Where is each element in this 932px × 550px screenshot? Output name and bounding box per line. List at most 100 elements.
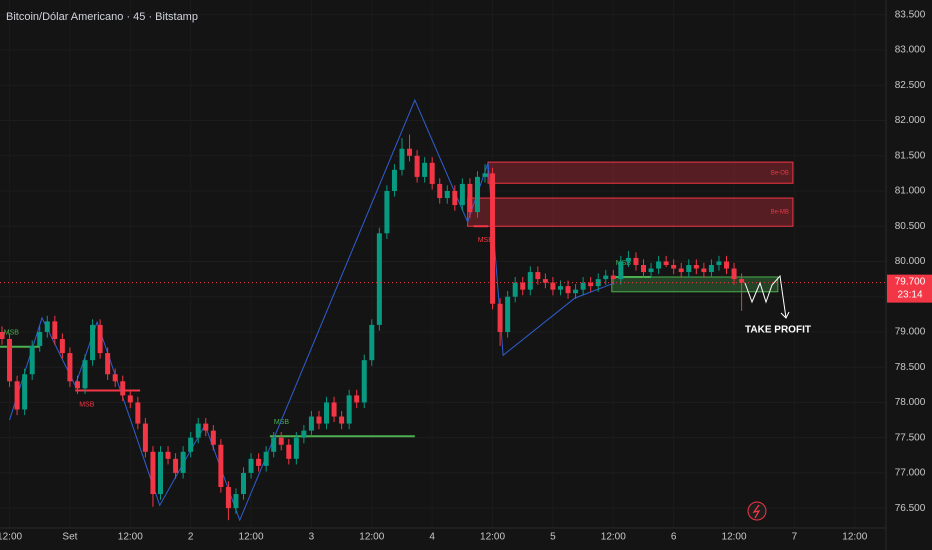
y-tick-label: 81.000: [895, 186, 926, 197]
candle-body: [512, 282, 518, 297]
x-tick-label: 7: [792, 532, 798, 543]
candle-body: [120, 381, 126, 396]
candle-body: [339, 416, 345, 424]
candle-body: [308, 416, 314, 431]
candle-body: [293, 437, 299, 459]
take-profit-label: TAKE PROFIT: [745, 325, 811, 336]
msb-label: MSB: [79, 401, 95, 408]
candle-body: [640, 265, 646, 273]
candle-body: [59, 339, 65, 354]
candle-body: [490, 173, 496, 304]
candle-body: [550, 282, 556, 290]
candle-body: [452, 190, 458, 206]
candle-body: [716, 261, 722, 265]
candle-body: [105, 353, 111, 375]
x-tick-label: 4: [429, 532, 435, 543]
candle-body: [7, 339, 13, 382]
candle-body: [535, 272, 541, 280]
y-tick-label: 81.500: [895, 150, 926, 161]
alert-bolt: [752, 504, 761, 519]
candle-body: [429, 162, 435, 184]
candle-body: [422, 162, 428, 177]
candle-body: [399, 148, 405, 170]
candle-body: [233, 494, 239, 509]
msb-label: MSB: [4, 330, 20, 337]
x-tick-label: 12:00: [842, 532, 867, 543]
candle-body: [248, 458, 254, 473]
candle-body: [474, 176, 480, 213]
y-tick-label: 79.000: [895, 327, 926, 338]
candle-body: [369, 324, 375, 361]
candle-body: [414, 155, 420, 177]
msb-label: MSB: [274, 419, 290, 426]
candle-body: [44, 321, 50, 332]
candle-body: [173, 458, 179, 473]
candle-body: [324, 402, 330, 424]
candle-body: [67, 353, 73, 382]
candle-body: [520, 282, 526, 290]
candle-body: [731, 268, 737, 280]
candle-body: [595, 279, 601, 287]
candle-body: [331, 402, 337, 417]
candle-body: [256, 458, 262, 466]
y-tick-label: 82.000: [895, 115, 926, 126]
y-tick-label: 80.500: [895, 221, 926, 232]
candle-body: [459, 183, 465, 206]
candle-body: [610, 275, 616, 280]
x-tick-label: 12:00: [359, 532, 384, 543]
candle-body: [180, 451, 186, 473]
candle-body: [663, 261, 669, 265]
countdown-label: 23:14: [897, 289, 922, 300]
candle-body: [286, 444, 292, 459]
candle-body: [573, 289, 579, 294]
candle-body: [241, 472, 247, 495]
y-tick-label: 78.500: [895, 362, 926, 373]
candle-body: [391, 169, 397, 191]
candle-body: [648, 268, 654, 273]
candle-body: [52, 321, 58, 340]
candle-body: [625, 257, 631, 262]
candle-body: [14, 381, 20, 410]
candle-body: [437, 183, 443, 199]
candle-body: [271, 437, 277, 452]
candle-body: [588, 282, 594, 287]
candle-body: [686, 265, 692, 273]
candle-body: [565, 286, 571, 294]
candle-body: [671, 265, 677, 269]
candle-body: [346, 395, 352, 424]
price-tag: [887, 274, 932, 303]
candle-body: [497, 303, 503, 332]
projection-arrow: [780, 311, 790, 319]
zone-label: Be-MB: [771, 210, 789, 216]
candle-body: [678, 268, 684, 273]
candle-body: [203, 423, 209, 431]
candle-body: [354, 395, 360, 403]
candle-body: [0, 331, 5, 340]
candle-body: [165, 451, 171, 459]
x-tick-label: 12:00: [0, 532, 22, 543]
candle-body: [701, 268, 707, 273]
candle-body: [542, 279, 548, 283]
x-tick-label: 12:00: [239, 532, 264, 543]
candle-body: [527, 272, 533, 290]
candle-body: [384, 190, 390, 234]
candle-body: [482, 173, 488, 177]
candle-body: [301, 430, 307, 438]
x-tick-label: 2: [188, 532, 194, 543]
y-tick-label: 77.500: [895, 432, 926, 443]
candle-body: [29, 346, 35, 375]
y-tick-label: 83.000: [895, 45, 926, 56]
candle-body: [37, 331, 43, 347]
candle-body: [195, 423, 201, 438]
y-tick-label: 78.000: [895, 397, 926, 408]
candle-body: [376, 233, 382, 325]
candle-body: [505, 296, 511, 332]
candle-body: [263, 451, 269, 466]
candle-body: [693, 265, 699, 269]
candle-body: [316, 416, 322, 424]
candle-body: [82, 360, 88, 389]
candle-body: [618, 261, 624, 280]
zone-label: Be-OB: [771, 170, 789, 176]
